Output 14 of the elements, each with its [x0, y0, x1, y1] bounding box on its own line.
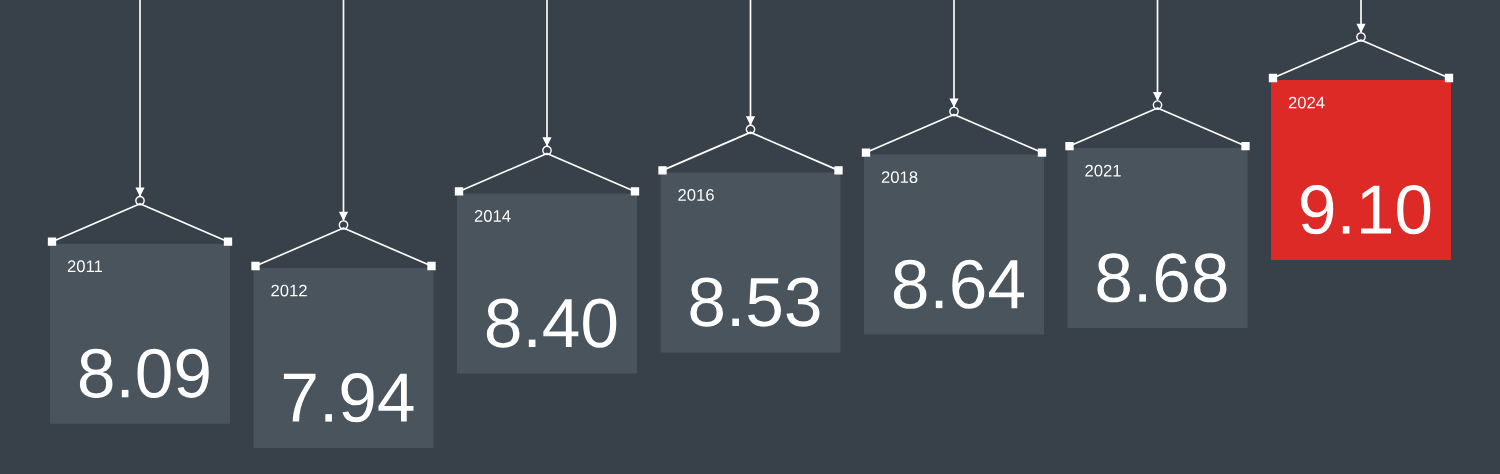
data-label: 8.68	[1097, 253, 1227, 303]
data-label: 7.94	[283, 373, 414, 423]
category-label: 2016	[678, 189, 714, 201]
data-label: 8.64	[893, 259, 1024, 309]
category-label: 2011	[67, 260, 103, 273]
data-label: 8.40	[486, 298, 617, 348]
category-label: 2014	[474, 210, 511, 222]
data-label: 9.10	[1301, 185, 1431, 235]
data-label: 8.53	[690, 277, 820, 327]
category-label: 2021	[1085, 164, 1121, 177]
category-label: 2024	[1288, 96, 1325, 109]
data-label: 8.09	[79, 348, 209, 398]
category-label: 2018	[881, 171, 918, 184]
category-label: 2012	[271, 284, 307, 297]
